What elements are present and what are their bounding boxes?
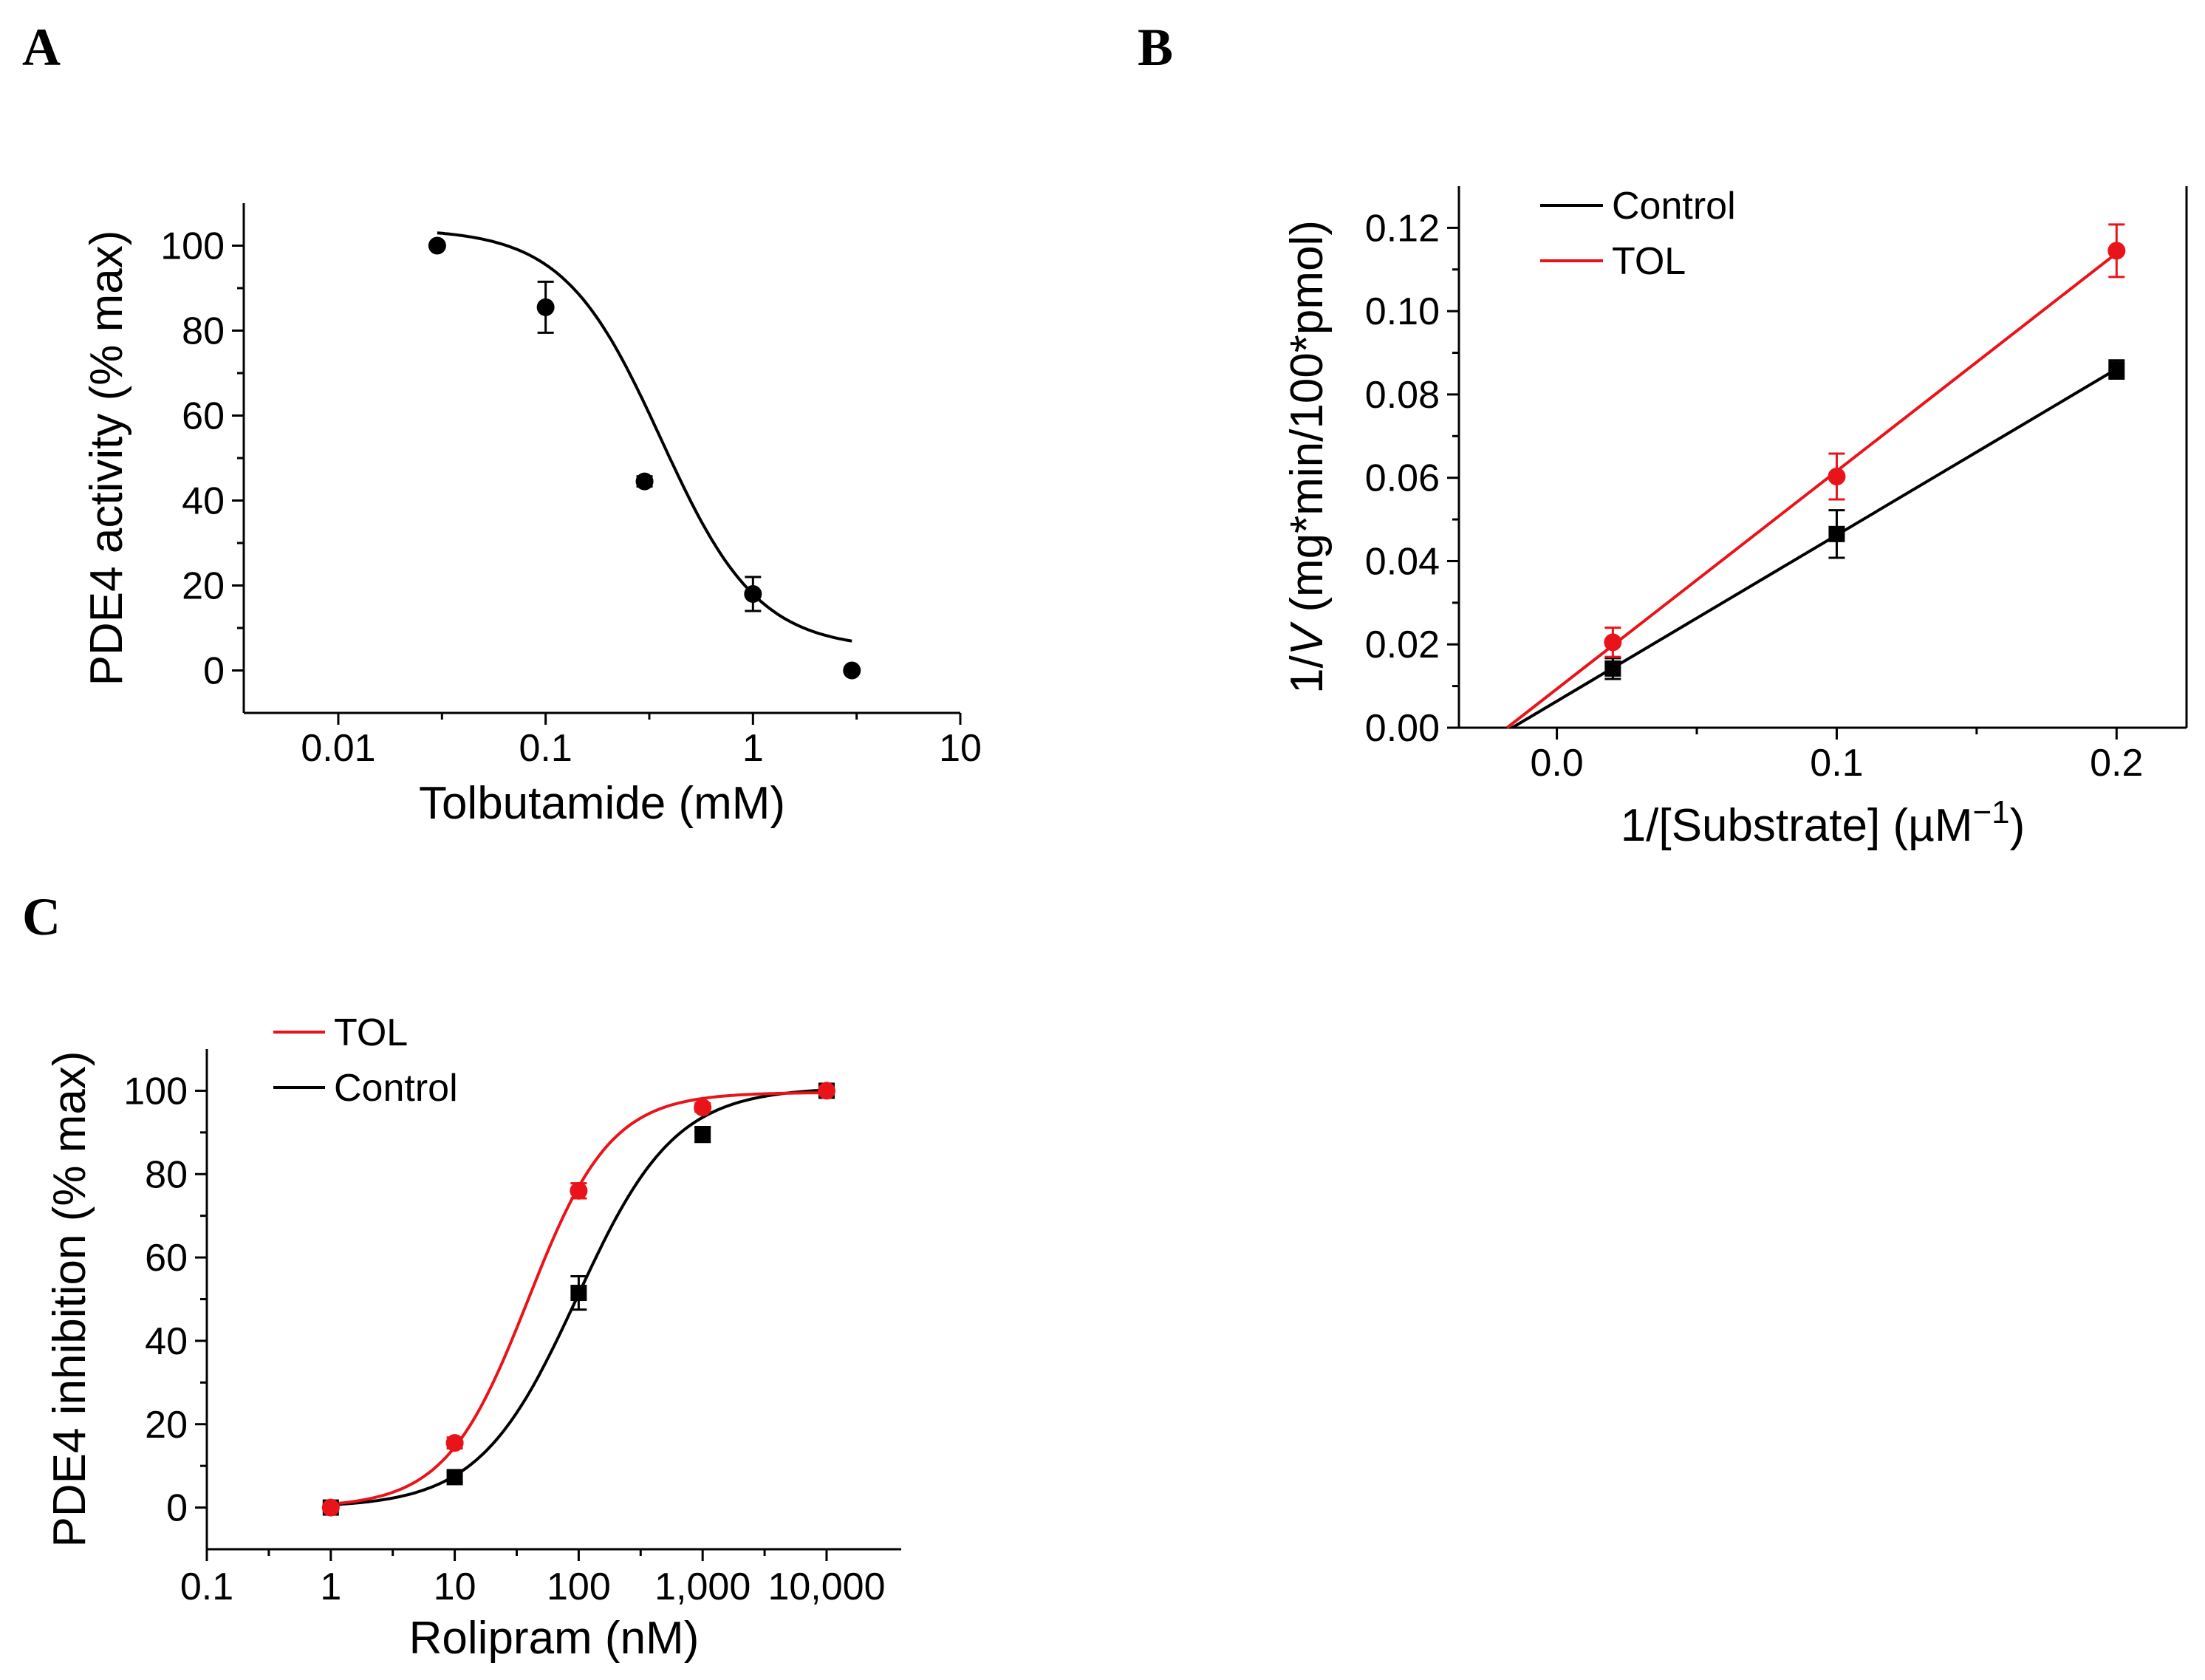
panel-letter-c: C xyxy=(22,887,61,946)
panel-b-tol-point xyxy=(1604,633,1622,652)
panel-b-legend: Control TOL xyxy=(1540,185,1736,283)
panel-c-x-tick-label: 1 xyxy=(320,1565,341,1608)
panel-letter-b: B xyxy=(1138,18,1173,77)
panel-c-y-tick-label: 80 xyxy=(145,1153,188,1196)
panel-b-y-tick-label: 0.08 xyxy=(1365,374,1440,417)
panel-a-y-tick-label: 0 xyxy=(203,650,225,693)
panel-a-fit-curve xyxy=(437,231,852,643)
panel-c-x-tick-label: 10 xyxy=(434,1565,476,1608)
panel-b-y-axis-label-rest: (mg*min/100*pmol) xyxy=(1282,220,1333,625)
panel-b-control-fit-line xyxy=(1511,367,2118,729)
panel-c-tol-point xyxy=(570,1181,588,1200)
panel-c-tol-point xyxy=(694,1098,712,1116)
panel-c-y-tick-label: 40 xyxy=(145,1320,188,1363)
panel-b-data xyxy=(1505,223,2126,729)
panel-b-legend-label: TOL xyxy=(1612,240,1686,283)
panel-a-data xyxy=(428,231,861,680)
panel-a-x-tick-label: 0.1 xyxy=(519,727,572,770)
panel-b-y-axis-label-main: 1/ xyxy=(1282,655,1333,693)
panel-c-x-tick-label: 1,000 xyxy=(654,1565,751,1608)
panel-c-x-axis-label: Rolipram (nM) xyxy=(409,1613,700,1664)
panel-c-y-tick-label: 60 xyxy=(145,1237,188,1280)
panel-a-point xyxy=(635,472,654,491)
panel-b-x-axis-label: 1/[Substrate] (µM−1) xyxy=(1621,794,2025,851)
panel-b-legend-label: Control xyxy=(1612,185,1736,228)
panel-c-x-tick-label: 10,000 xyxy=(768,1565,885,1608)
panel-a-y-tick-label: 40 xyxy=(182,480,225,523)
panel-letter-a: A xyxy=(22,18,61,77)
panel-b-tol-point xyxy=(2107,242,2126,260)
panel-b-axes: 0.00 0.02 0.04 0.06 0.08 0.10 0.12 0.0 0.1 0.2 xyxy=(1365,186,2188,785)
panel-a-y-tick-label: 20 xyxy=(182,565,225,608)
panel-b-y-tick-label: 0.12 xyxy=(1365,207,1440,250)
panel-b-tol-point xyxy=(1828,468,1846,486)
panel-c-legend: TOL Control xyxy=(273,1011,458,1110)
panel-c-tol-point xyxy=(817,1082,835,1100)
panel-b-x-axis-label-end: ) xyxy=(2010,800,2025,851)
panel-b-y-axis-label: 1/V (mg*min/100*pmol) xyxy=(1282,220,1333,694)
panel-c-data xyxy=(321,1082,835,1517)
panel-a-point xyxy=(843,661,861,680)
panel-c-chart: 0 20 40 60 80 100 0.1 1 10 100 1,000 10,000 TOL Cont… xyxy=(44,1011,901,1664)
panel-c-y-tick-label: 20 xyxy=(145,1404,188,1447)
panel-a-x-axis-label: Tolbutamide (mM) xyxy=(419,778,785,829)
panel-b-control-point xyxy=(2108,361,2125,378)
panel-c-y-tick-label: 0 xyxy=(166,1487,188,1530)
panel-a-axes: 0 20 40 60 80 100 0.01 0.1 1 10 xyxy=(160,203,982,770)
panel-a-point xyxy=(428,236,446,255)
panel-b-y-tick-label: 0.00 xyxy=(1365,707,1440,750)
panel-c-legend-label: Control xyxy=(334,1067,458,1110)
panel-c-y-tick-label: 100 xyxy=(123,1070,188,1113)
panel-b-x-tick-label: 0.2 xyxy=(2090,742,2143,785)
panel-a-x-tick-label: 1 xyxy=(742,727,764,770)
panel-c-x-tick-label: 0.1 xyxy=(180,1565,233,1608)
panel-b-control-point xyxy=(1828,525,1845,542)
panel-a-y-tick-label: 100 xyxy=(160,225,225,268)
panel-a-x-tick-label: 10 xyxy=(939,727,982,770)
panel-c-control-point xyxy=(570,1285,587,1302)
panel-b-x-axis-label-main: 1/[Substrate] (µM xyxy=(1621,800,1973,851)
panel-b-y-tick-label: 0.10 xyxy=(1365,290,1440,333)
panel-c-axes: 0 20 40 60 80 100 0.1 1 10 100 1,000 10,000 xyxy=(123,1049,901,1608)
panel-b-y-tick-label: 0.06 xyxy=(1365,457,1440,500)
panel-a-y-tick-label: 60 xyxy=(182,395,225,438)
panel-b-y-tick-label: 0.04 xyxy=(1365,540,1440,583)
panel-b-control-point xyxy=(1604,660,1621,677)
panel-c-control-point xyxy=(446,1469,463,1486)
panel-c-x-tick-label: 100 xyxy=(547,1565,611,1608)
panel-b-x-axis-label-superscript: −1 xyxy=(1972,794,2009,830)
panel-a-y-tick-label: 80 xyxy=(182,310,225,353)
panel-c-tol-point xyxy=(445,1434,464,1452)
panel-b-x-tick-label: 0.1 xyxy=(1810,742,1863,785)
panel-c-y-axis-label: PDE4 inhibition (% max) xyxy=(44,1051,95,1548)
panel-a-point xyxy=(744,585,762,603)
panel-b-y-tick-label: 0.02 xyxy=(1365,624,1440,666)
panel-b-tol-fit-line xyxy=(1505,252,2118,729)
panel-a-x-tick-label: 0.01 xyxy=(301,727,375,770)
panel-c-legend-label: TOL xyxy=(334,1011,408,1054)
panel-c-tol-point xyxy=(321,1498,340,1517)
panel-b-y-axis-label-italic: V xyxy=(1282,621,1333,655)
panel-c-control-point xyxy=(694,1126,711,1143)
panel-a-point xyxy=(536,298,555,316)
panel-b-chart: 0.00 0.02 0.04 0.06 0.08 0.10 0.12 0.0 0.1 0.2 Co… xyxy=(1282,185,2188,851)
panel-a-y-axis-label: PDE4 activity (% max) xyxy=(81,231,132,686)
panel-b-x-tick-label: 0.0 xyxy=(1530,742,1583,785)
